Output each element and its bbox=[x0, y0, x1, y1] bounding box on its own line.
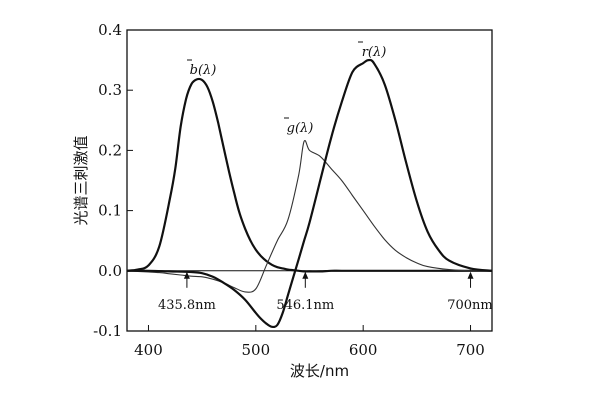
x-tick-label: 700 bbox=[456, 341, 485, 359]
annotation-arrowhead bbox=[183, 271, 190, 279]
wavelength-annotations: 435.8nm 546.1nm 700nm bbox=[158, 271, 493, 313]
plot-frame bbox=[126, 29, 493, 332]
curve-labels: b(λ) g(λ) r(λ) bbox=[187, 41, 387, 136]
b-bar-curve bbox=[126, 77, 492, 273]
y-axis-title: 光谱三刺激值 bbox=[72, 135, 90, 225]
y-tick-label: -0.1 bbox=[93, 322, 122, 340]
y-tick-label: 0.0 bbox=[98, 262, 122, 280]
y-tick-label: 0.3 bbox=[98, 81, 122, 99]
y-tick-label: 0.2 bbox=[98, 141, 122, 159]
g-bar-curve bbox=[126, 139, 493, 293]
x-axis-title: 波长/nm bbox=[290, 362, 349, 380]
y-axis-ticks: -0.1 0.0 0.1 0.2 0.3 0.4 bbox=[93, 21, 133, 340]
x-axis-ticks: 400 500 600 700 bbox=[134, 325, 485, 359]
x-tick-label: 600 bbox=[349, 341, 378, 359]
y-tick-label: 0.1 bbox=[98, 202, 122, 220]
curves bbox=[126, 58, 493, 329]
annotation-arrowhead bbox=[467, 271, 474, 279]
annot-546-1nm: 546.1nm bbox=[276, 298, 334, 313]
y-tick-label: 0.4 bbox=[98, 21, 122, 39]
r-bar-curve bbox=[126, 58, 493, 329]
b-bar-label: b(λ) bbox=[190, 63, 217, 78]
x-tick-label: 500 bbox=[242, 341, 271, 359]
r-bar-label: r(λ) bbox=[362, 45, 387, 60]
annotation-arrowhead bbox=[302, 271, 309, 279]
annot-700nm: 700nm bbox=[447, 298, 493, 313]
annot-435-8nm: 435.8nm bbox=[158, 298, 216, 313]
x-tick-label: 400 bbox=[134, 341, 163, 359]
g-bar-label: g(λ) bbox=[287, 121, 314, 136]
